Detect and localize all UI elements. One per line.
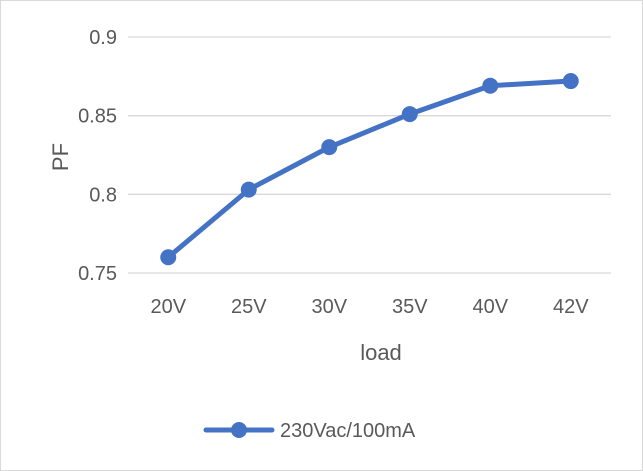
y-tick-label: 0.8 — [89, 184, 117, 206]
x-tick-labels: 20V 25V 30V 35V 40V 42V — [150, 296, 589, 318]
data-point — [321, 139, 338, 156]
y-tick-label: 0.85 — [78, 106, 117, 128]
x-tick-label: 30V — [311, 296, 347, 318]
y-tick-labels: 0.75 0.8 0.85 0.9 — [78, 27, 117, 285]
x-tick-label: 42V — [553, 296, 589, 318]
series-line — [165, 78, 574, 260]
x-tick-label: 25V — [231, 296, 267, 318]
data-point — [160, 249, 177, 266]
gridlines — [128, 36, 611, 274]
legend-marker — [231, 422, 247, 438]
legend: 230Vac/100mA — [203, 420, 416, 442]
y-axis-title: PF — [48, 143, 73, 171]
y-tick-label: 0.9 — [89, 27, 117, 49]
series-layer — [160, 73, 579, 266]
legend-label: 230Vac/100mA — [280, 420, 416, 442]
x-tick-label: 35V — [392, 296, 428, 318]
data-point — [240, 181, 257, 198]
x-axis-title: load — [360, 340, 402, 365]
data-point — [482, 77, 499, 94]
x-tick-label: 40V — [472, 296, 508, 318]
y-tick-label: 0.75 — [78, 263, 117, 285]
x-tick-label: 20V — [150, 296, 186, 318]
data-point — [401, 106, 418, 123]
data-point — [562, 73, 579, 90]
